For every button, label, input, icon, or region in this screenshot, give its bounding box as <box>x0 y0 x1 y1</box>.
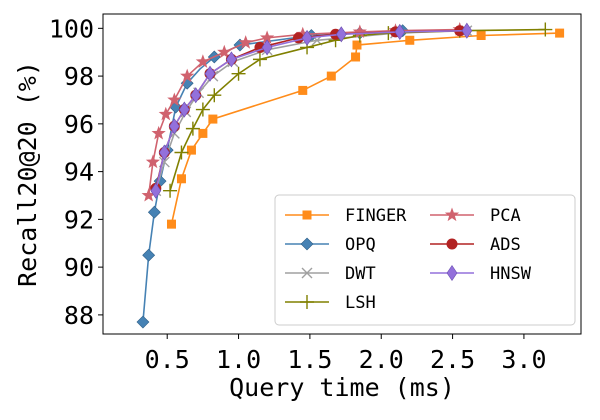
legend-item-finger: FINGER <box>285 206 407 226</box>
plot-inner <box>136 22 565 329</box>
data-point-finger <box>176 174 186 184</box>
y-tick-label: 98 <box>64 62 94 91</box>
data-point-pca <box>158 106 173 121</box>
legend-marker-hnsw <box>446 264 458 282</box>
data-point-lsh <box>185 121 200 136</box>
y-tick-label: 88 <box>64 301 94 330</box>
series-line-finger <box>170 32 560 225</box>
data-point-finger <box>405 35 415 45</box>
series-finger <box>166 28 565 229</box>
y-tick-label: 96 <box>64 110 94 139</box>
data-point-lsh <box>174 145 189 160</box>
legend-label-hnsw: HNSW <box>490 264 532 284</box>
x-tick-label: 1.0 <box>216 345 261 374</box>
data-point-finger <box>208 114 218 124</box>
data-point-finger <box>352 40 362 50</box>
legend-item-pca: PCA <box>430 206 521 226</box>
data-point-pca <box>167 92 182 107</box>
data-point-hnsw <box>204 65 216 82</box>
y-tick-label: 94 <box>64 158 94 187</box>
x-tick-label: 0.5 <box>145 345 190 374</box>
data-point-lsh <box>252 52 267 67</box>
legend-item-hnsw: HNSW <box>430 264 532 284</box>
data-point-finger <box>555 28 565 38</box>
legend-marker-finger <box>302 210 312 220</box>
legend-marker-ads <box>446 238 458 250</box>
data-point-finger <box>166 219 176 229</box>
y-tick-label: 90 <box>64 253 94 282</box>
legend-label-pca: PCA <box>490 206 521 226</box>
legend-label-opq: OPQ <box>345 235 376 255</box>
data-point-pca <box>295 26 310 41</box>
data-point-pca <box>195 54 211 68</box>
plot-area <box>136 22 565 329</box>
data-point-pca <box>352 24 367 38</box>
legend-item-ads: ADS <box>430 235 521 255</box>
y-tick-label: 100 <box>49 14 94 43</box>
data-point-hnsw <box>150 182 162 199</box>
data-point-finger <box>198 128 208 138</box>
data-point-hnsw <box>261 39 273 56</box>
data-point-hnsw <box>335 26 347 43</box>
legend-marker-dwt <box>301 267 313 279</box>
data-point-pca <box>180 68 195 83</box>
x-tick-label: 2.5 <box>430 345 475 374</box>
y-axis-title: Recall20@20 (%) <box>13 61 42 287</box>
data-point-pca <box>259 30 275 44</box>
data-point-opq <box>147 205 161 219</box>
data-point-pca <box>145 154 161 169</box>
data-point-hnsw <box>168 118 180 135</box>
data-point-hnsw <box>178 101 190 118</box>
data-point-pca <box>217 44 232 59</box>
legend-box <box>274 194 576 326</box>
data-point-opq <box>136 315 150 329</box>
series-line-pca <box>147 28 460 196</box>
data-point-finger <box>476 30 486 40</box>
data-point-hnsw <box>158 144 170 161</box>
legend-label-finger: FINGER <box>345 206 407 226</box>
data-point-hnsw <box>461 22 473 39</box>
data-point-hnsw <box>301 29 313 46</box>
series-hnsw <box>150 22 473 199</box>
legend-marker-opq <box>300 237 314 251</box>
data-point-opq <box>142 248 156 262</box>
x-tick-label: 1.5 <box>287 345 332 374</box>
plot-frame <box>102 13 582 335</box>
data-point-lsh <box>163 183 178 198</box>
data-point-finger <box>351 52 361 62</box>
legend-marker-lsh <box>300 295 314 309</box>
axes: 0.5 1.0 1.5 2.0 2.5 3.0 88 90 92 94 96 98 100 <box>49 13 582 374</box>
y-tick-label: 92 <box>64 205 94 234</box>
data-point-hnsw <box>394 23 406 40</box>
data-point-lsh <box>207 88 222 103</box>
data-point-hnsw <box>190 87 202 104</box>
legend-marker-pca <box>444 207 460 222</box>
legend: FINGER OPQ DWT LSH PCA ADS HNSW <box>274 194 576 326</box>
legend-label-lsh: LSH <box>345 293 376 313</box>
data-point-pca <box>141 187 156 202</box>
data-point-lsh <box>195 102 210 117</box>
x-tick-label: 2.0 <box>359 345 404 374</box>
legend-item-opq: OPQ <box>285 235 376 255</box>
data-point-pca <box>238 35 253 49</box>
legend-label-ads: ADS <box>490 235 521 255</box>
data-point-finger <box>298 85 308 95</box>
x-axis-title: Query time (ms) <box>229 373 455 402</box>
series-dwt <box>150 25 473 197</box>
legend-item-dwt: DWT <box>285 264 376 284</box>
legend-item-lsh: LSH <box>285 293 376 313</box>
data-point-lsh <box>538 22 553 37</box>
data-point-hnsw <box>226 51 237 68</box>
data-point-pca <box>151 125 166 140</box>
x-tick-label: 3.0 <box>501 345 546 374</box>
data-point-lsh <box>231 66 246 81</box>
data-point-finger <box>326 71 336 81</box>
legend-label-dwt: DWT <box>345 264 376 284</box>
data-point-finger <box>186 145 196 155</box>
